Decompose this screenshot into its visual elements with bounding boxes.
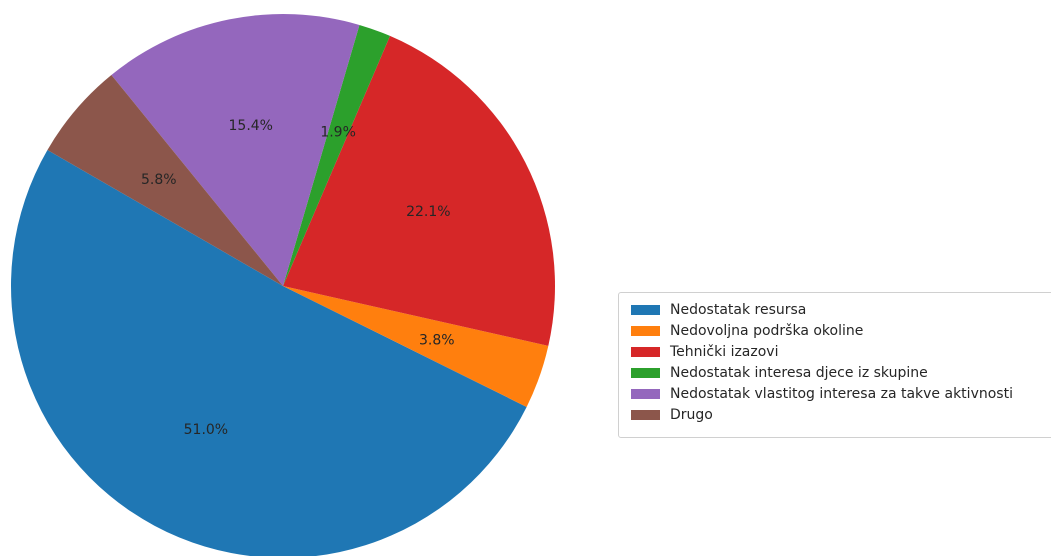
pie-slice bbox=[283, 35, 556, 346]
slice-percent-label: 51.0% bbox=[184, 422, 228, 438]
pie-slice bbox=[283, 24, 390, 286]
legend-item: Nedovoljna podrška okoline bbox=[631, 320, 1051, 341]
chart-legend: Nedostatak resursa Nedovoljna podrška ok… bbox=[618, 292, 1051, 438]
legend-swatch bbox=[631, 388, 660, 399]
legend-label: Nedovoljna podrška okoline bbox=[670, 322, 864, 339]
legend-swatch bbox=[631, 346, 660, 357]
legend-item: Nedostatak vlastitog interesa za takve a… bbox=[631, 383, 1051, 404]
legend-item: Nedostatak interesa djece iz skupine bbox=[631, 362, 1051, 383]
legend-label: Nedostatak vlastitog interesa za takve a… bbox=[670, 385, 1013, 402]
slice-percent-label: 5.8% bbox=[141, 172, 177, 188]
slice-percent-label: 22.1% bbox=[406, 204, 450, 220]
pie-slice bbox=[11, 150, 527, 556]
legend-item: Tehnički izazovi bbox=[631, 341, 1051, 362]
legend-swatch bbox=[631, 325, 660, 336]
pie-slice bbox=[47, 74, 284, 286]
pie-slice bbox=[111, 14, 360, 287]
legend-swatch bbox=[631, 304, 660, 315]
slice-percent-label: 1.9% bbox=[320, 124, 356, 140]
legend-label: Nedostatak resursa bbox=[670, 301, 807, 318]
legend-label: Nedostatak interesa djece iz skupine bbox=[670, 364, 928, 381]
legend-label: Drugo bbox=[670, 406, 713, 423]
legend-swatch bbox=[631, 367, 660, 378]
pie-slice bbox=[283, 286, 549, 407]
legend-label: Tehnički izazovi bbox=[670, 343, 779, 360]
slice-percent-label: 15.4% bbox=[229, 118, 273, 134]
slice-percent-label: 3.8% bbox=[419, 333, 455, 349]
legend-swatch bbox=[631, 409, 660, 420]
legend-item: Nedostatak resursa bbox=[631, 299, 1051, 320]
legend-item: Drugo bbox=[631, 404, 1051, 425]
